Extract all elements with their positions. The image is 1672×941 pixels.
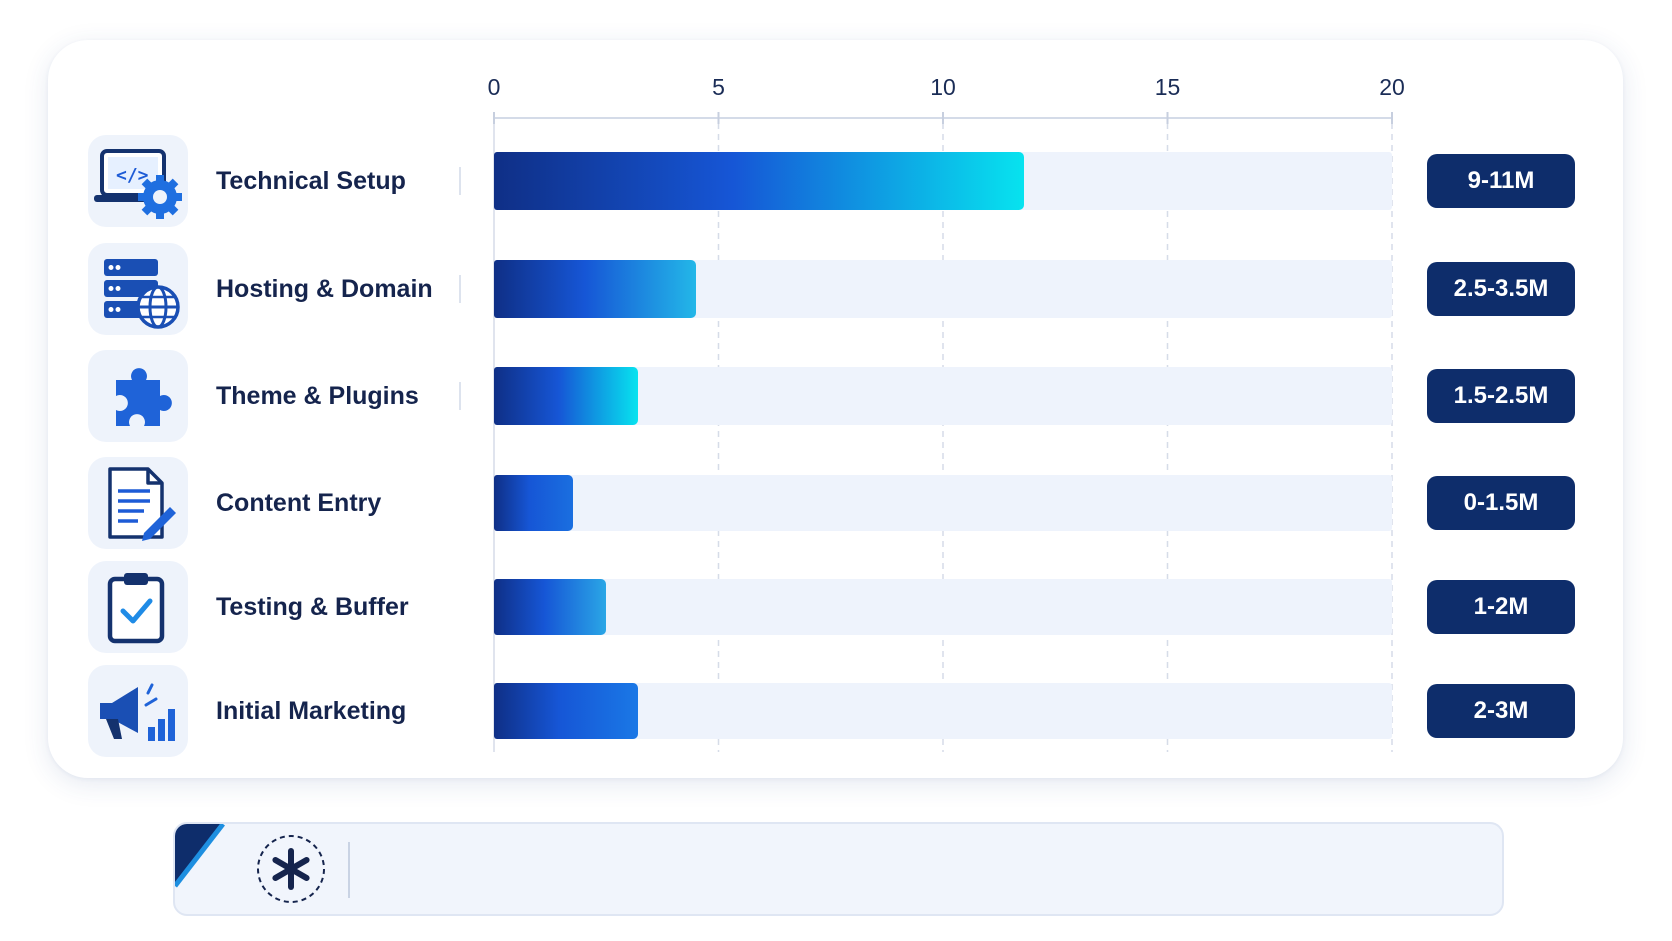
bar bbox=[494, 475, 573, 531]
row-icon-tile bbox=[88, 665, 188, 757]
category-label: Theme & Plugins bbox=[216, 382, 419, 410]
value-badge: 2.5-3.5M bbox=[1427, 262, 1575, 316]
value-badge: 1.5-2.5M bbox=[1427, 369, 1575, 423]
server-globe-icon bbox=[104, 259, 180, 329]
clipboard-check-icon bbox=[107, 573, 165, 644]
value-badge: 2-3M bbox=[1427, 684, 1575, 738]
x-tick-label: 15 bbox=[1154, 74, 1181, 100]
row-icon-tile bbox=[88, 457, 188, 549]
row-icon-tile bbox=[88, 243, 188, 335]
label-divider bbox=[459, 167, 461, 195]
category-label: Content Entry bbox=[216, 489, 382, 517]
asterisk-icon bbox=[257, 835, 325, 903]
row-icon-tile: </> bbox=[88, 135, 188, 227]
label-divider bbox=[459, 275, 461, 303]
category-label: Initial Marketing bbox=[216, 697, 407, 725]
bar-track bbox=[494, 579, 1392, 635]
laptop-code-gear-icon: </> bbox=[94, 149, 182, 219]
category-label: Technical Setup bbox=[216, 167, 406, 195]
bar bbox=[494, 683, 638, 739]
category-label: Hosting & Domain bbox=[216, 275, 433, 303]
bar-track bbox=[494, 367, 1392, 425]
value-badge: 0-1.5M bbox=[1427, 476, 1575, 530]
x-tick-label: 0 bbox=[487, 74, 501, 100]
x-tick-label: 20 bbox=[1379, 74, 1405, 100]
svg-text:</>: </> bbox=[116, 165, 149, 186]
x-tick-label: 5 bbox=[712, 74, 725, 100]
row-icon-tile bbox=[88, 561, 188, 653]
megaphone-chart-icon bbox=[100, 683, 175, 741]
footer-note-box bbox=[173, 822, 1504, 916]
footer-separator bbox=[348, 842, 350, 898]
label-divider bbox=[459, 382, 461, 410]
value-badge: 9-11M bbox=[1427, 154, 1575, 208]
row-icon-tile bbox=[88, 350, 188, 442]
footer-corner-accent bbox=[175, 824, 225, 888]
value-badge: 1-2M bbox=[1427, 580, 1575, 634]
bar bbox=[494, 367, 638, 425]
bar bbox=[494, 579, 607, 635]
category-label: Testing & Buffer bbox=[216, 593, 409, 621]
bar-track bbox=[494, 475, 1392, 531]
x-tick-label: 10 bbox=[930, 74, 956, 100]
bar bbox=[494, 260, 697, 318]
puzzle-piece-icon bbox=[116, 368, 172, 426]
bar bbox=[494, 152, 1024, 210]
bar-track bbox=[494, 683, 1392, 739]
document-pen-icon bbox=[108, 467, 176, 541]
